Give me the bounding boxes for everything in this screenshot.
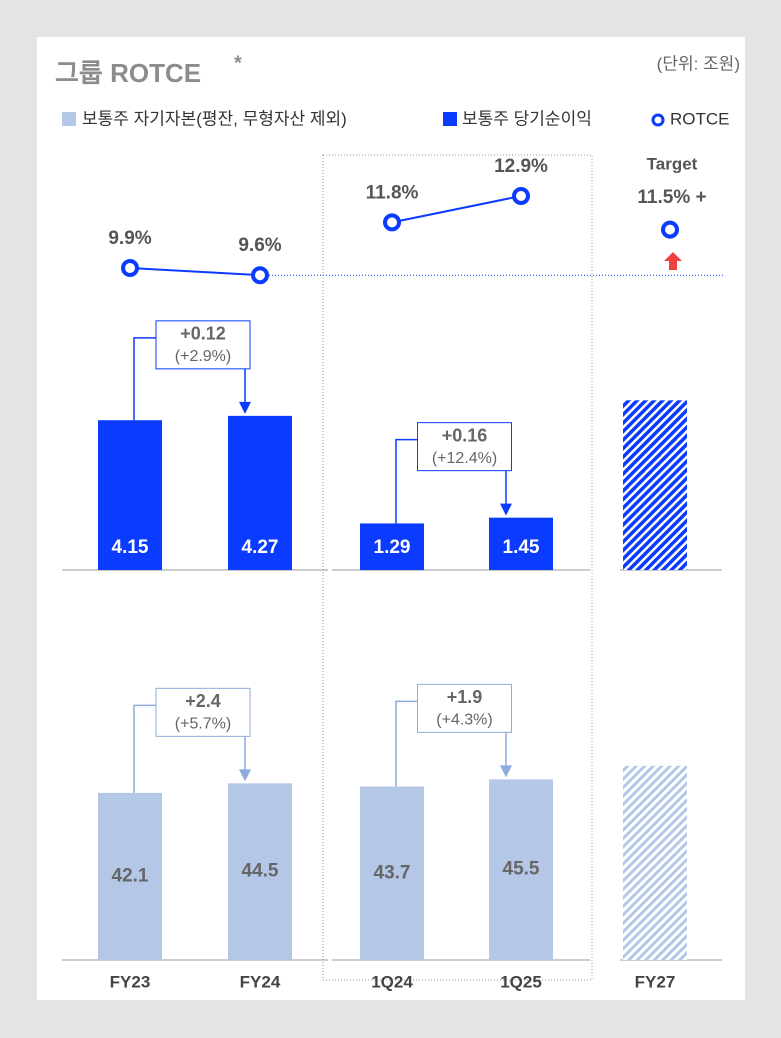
bar [98,420,162,570]
bar [360,786,424,960]
value-label: 42.1 [112,865,149,886]
legend-swatch [443,112,457,126]
annotation-box [417,422,512,472]
value-label: 4.27 [242,537,279,558]
rotce-marker [121,259,139,277]
annotation-text: +0.16 [442,425,488,445]
rotce-marker [661,220,679,239]
rotce-marker [383,213,401,232]
x-tick-label: FY27 [635,972,676,991]
annotation-text: +2.4 [185,691,221,711]
bar [228,415,292,570]
legend-swatch [62,112,76,126]
value-label: 4.15 [112,537,149,558]
rotce-line [129,267,261,277]
legend-label: 보통주 자기자본(평잔, 무형자산 제외) [82,109,347,128]
bracket-arrow [239,769,251,782]
rotce-label: 9.6% [238,235,281,256]
bar [489,517,553,570]
rotce-marker [251,266,269,285]
target-bar [623,765,687,960]
annotation-box [417,683,512,733]
bar [489,779,553,960]
annotation-sub: (+5.7%) [175,716,231,733]
x-tick-label: FY23 [110,972,151,991]
target-bar [623,400,687,570]
annotation-box [155,687,251,737]
rotce-line [391,195,522,224]
value-label: 44.5 [242,861,279,882]
rotce-marker [512,187,530,205]
x-tick-label: FY24 [240,972,281,991]
annotation-text: +0.12 [180,324,226,344]
bar [98,792,162,960]
target-arrow [664,252,682,270]
annotation-text: +1.9 [447,687,483,707]
annotation-sub: (+4.3%) [436,712,492,729]
legend-label: 보통주 당기순이익 [462,109,592,128]
target-label: Target [647,154,698,173]
rotce-label: 9.9% [108,228,151,249]
rotce-label: 11.5% + [637,187,706,208]
value-label: 45.5 [503,859,540,880]
legend-label: ROTCE [670,109,730,128]
x-tick-label: 1Q25 [500,972,542,991]
legend-swatch [651,113,665,127]
annotation-sub: (+12.4%) [432,450,497,467]
chart-title: 그룹 ROTCE [55,58,201,88]
unit: (단위: 조원) [657,54,740,73]
quarter-box [322,154,593,981]
bar [228,783,292,960]
bracket-arrow [500,765,512,778]
bar [360,523,424,570]
bracket-arrow [239,401,251,414]
value-label: 1.45 [503,537,540,558]
annotation-sub: (+2.9%) [175,348,231,365]
x-tick-label: 1Q24 [371,972,413,991]
annotation-box [155,320,251,370]
rotce-label: 11.8% [366,182,419,203]
value-label: 1.29 [374,537,411,558]
value-label: 43.7 [374,862,411,883]
bracket-arrow [500,503,512,516]
title-mark: * [234,52,242,74]
rotce-label: 12.9% [494,156,548,177]
